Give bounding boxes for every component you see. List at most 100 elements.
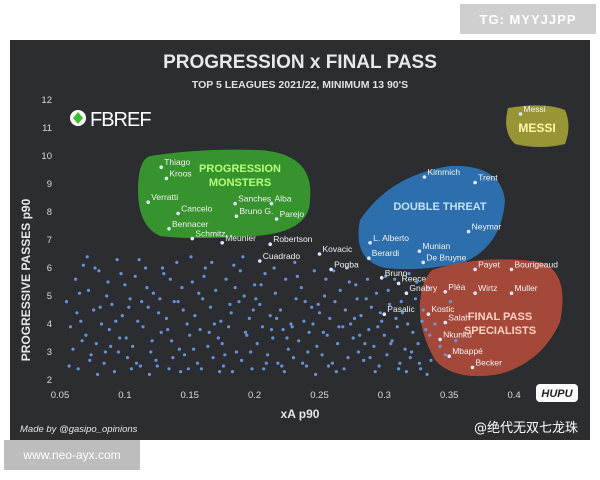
scatter-point bbox=[258, 302, 262, 306]
player-point bbox=[220, 241, 224, 245]
scatter-point bbox=[315, 344, 319, 348]
y-axis-label: PROGRESSIVE PASSES p90 bbox=[19, 198, 33, 361]
scatter-point bbox=[203, 266, 207, 270]
player-point bbox=[368, 241, 372, 245]
scatter-point bbox=[377, 364, 381, 368]
scatter-point bbox=[286, 347, 290, 351]
scatter-point bbox=[394, 316, 398, 320]
player-label: Salah bbox=[448, 313, 470, 323]
scatter-point bbox=[80, 339, 84, 343]
scatter-point bbox=[307, 330, 311, 334]
player-point bbox=[317, 252, 322, 256]
player-label: Cancelo bbox=[181, 203, 212, 213]
scatter-point bbox=[190, 280, 194, 284]
scatter-point bbox=[175, 260, 179, 264]
scatter-point bbox=[424, 328, 428, 332]
player-label: Berardi bbox=[372, 248, 400, 258]
scatter-point bbox=[116, 350, 120, 354]
player-point bbox=[367, 256, 371, 260]
scatter-point bbox=[223, 353, 227, 357]
scatter-point bbox=[199, 367, 203, 371]
watermark-website: www.neo-ayx.com bbox=[4, 440, 140, 470]
scatter-point bbox=[417, 361, 421, 365]
scatter-point bbox=[251, 308, 255, 312]
scatter-point bbox=[280, 364, 284, 368]
scatter-point bbox=[382, 333, 386, 337]
player-label: Kovacic bbox=[323, 244, 354, 254]
x-tick-label: 0.35 bbox=[440, 390, 459, 401]
fbref-logo: FBREF bbox=[70, 109, 152, 131]
scatter-point bbox=[242, 294, 246, 298]
scatter-point bbox=[166, 328, 170, 332]
scatter-point bbox=[177, 347, 181, 351]
scatter-point bbox=[341, 325, 345, 329]
scatter-point bbox=[102, 361, 106, 365]
scatter-point bbox=[387, 302, 392, 306]
scatter-point bbox=[338, 288, 342, 292]
scatter-point bbox=[312, 269, 316, 273]
scatter-point bbox=[149, 350, 153, 354]
scatter-point bbox=[425, 372, 429, 376]
scatter-point bbox=[162, 272, 166, 276]
x-tick-label: 0.15 bbox=[180, 390, 199, 401]
scatter-point bbox=[140, 300, 144, 304]
scatter-point bbox=[98, 305, 102, 309]
hupu-logo: HUPU bbox=[536, 384, 578, 402]
player-label: Pléa bbox=[448, 282, 465, 292]
scatter-point bbox=[268, 314, 272, 318]
player-label: De Bruyne bbox=[426, 252, 466, 262]
chart-panel: PROGRESSION x FINAL PASS TOP 5 LEAGUES 2… bbox=[10, 40, 590, 440]
scatter-point bbox=[438, 344, 442, 348]
player-label: Reece bbox=[402, 273, 427, 283]
scatter-point bbox=[271, 336, 275, 340]
scatter-point bbox=[89, 353, 93, 357]
scatter-point bbox=[157, 311, 161, 315]
player-point bbox=[421, 260, 426, 265]
scatter-point bbox=[408, 356, 412, 360]
scatter-point bbox=[210, 260, 214, 264]
scatter-point bbox=[93, 266, 97, 270]
y-tick-label: 7 bbox=[47, 235, 52, 246]
scatter-point bbox=[119, 272, 123, 276]
scatter-point bbox=[372, 344, 376, 348]
scatter-point bbox=[201, 297, 205, 301]
scatter-point bbox=[88, 358, 92, 362]
y-tick-label: 5 bbox=[47, 291, 52, 302]
credit-text: Made by @gasipo_opinions bbox=[20, 424, 138, 435]
scatter-point bbox=[398, 361, 402, 365]
scatter-point bbox=[304, 364, 309, 368]
scatter-point bbox=[289, 322, 293, 326]
scatter-point bbox=[171, 356, 175, 360]
scatter-point bbox=[281, 328, 285, 332]
scatter-point bbox=[276, 361, 280, 365]
scatter-point bbox=[369, 305, 373, 309]
scatter-point bbox=[77, 291, 82, 295]
scatter-point bbox=[123, 283, 127, 287]
scatter-point bbox=[110, 302, 114, 306]
scatter-point bbox=[272, 266, 276, 270]
scatter-point bbox=[195, 361, 200, 365]
scatter-point bbox=[155, 364, 159, 368]
scatter-point bbox=[328, 316, 332, 320]
scatter-point bbox=[269, 328, 274, 332]
player-point bbox=[518, 112, 523, 116]
scatter-point bbox=[216, 336, 220, 340]
player-label: Sanches bbox=[238, 194, 271, 204]
scatter-point bbox=[260, 325, 264, 329]
scatter-point bbox=[384, 274, 388, 278]
x-tick-label: 0.3 bbox=[378, 390, 391, 401]
scatter-point bbox=[443, 353, 447, 357]
scatter-point bbox=[232, 263, 236, 267]
scatter-point bbox=[415, 280, 419, 284]
scatter-point bbox=[324, 277, 328, 281]
scatter-point bbox=[105, 294, 109, 298]
scatter-point bbox=[359, 314, 363, 318]
y-tick-label: 2 bbox=[47, 375, 52, 386]
player-label: Muller bbox=[515, 283, 538, 293]
scatter-point bbox=[164, 316, 168, 320]
scatter-point bbox=[342, 367, 346, 371]
scatter-point bbox=[263, 272, 267, 276]
scatter-point bbox=[237, 300, 241, 304]
scatter-point bbox=[343, 308, 347, 312]
player-label: Verratti bbox=[151, 192, 178, 202]
